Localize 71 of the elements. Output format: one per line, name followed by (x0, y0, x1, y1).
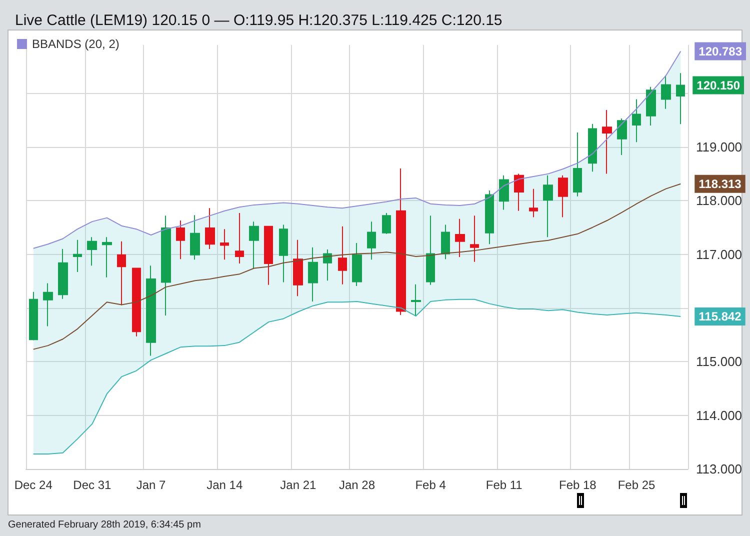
candlestick (161, 215, 171, 316)
candlestick (646, 86, 656, 126)
x-tick-label: Jan 28 (338, 478, 376, 492)
candlestick (543, 174, 553, 238)
candlestick (323, 248, 332, 282)
candlestick (426, 215, 435, 286)
y-tick-label: 114.000 (696, 408, 742, 423)
candlestick (588, 123, 597, 172)
candlestick (499, 174, 509, 210)
x-tick-label: Jan 14 (206, 478, 243, 492)
candlestick (352, 242, 362, 286)
candlestick (264, 225, 273, 286)
candlestick (411, 284, 421, 317)
candlestick (441, 224, 450, 260)
candlestick (514, 173, 524, 212)
candlestick (58, 248, 68, 300)
candlestick (676, 72, 685, 125)
candlestick (529, 188, 538, 218)
data-label: 120.783 (698, 44, 742, 58)
y-tick-label: 115.000 (696, 354, 742, 370)
candlestick (617, 118, 627, 156)
candlestick (382, 212, 391, 234)
candlestick (73, 239, 82, 273)
candlestick (470, 215, 479, 262)
candlestick (338, 226, 347, 285)
x-tick-label: Feb 25 (618, 478, 656, 492)
y-tick-label: 117.000 (696, 246, 742, 262)
candlestick (146, 265, 156, 356)
text: Generated February 28th 2019, 6:34:45 pm (8, 520, 201, 530)
x-tick-label: Dec 24 (14, 478, 53, 492)
data-label: 118.313 (698, 176, 742, 191)
candlestick (190, 214, 200, 260)
candlestick (661, 75, 671, 110)
candlestick (132, 267, 141, 337)
candlestick (573, 132, 582, 197)
x-tick-label: Jan 7 (136, 478, 166, 492)
x-tick-label: Jan 21 (280, 478, 316, 492)
x-tick-label: Feb 18 (558, 478, 597, 492)
candlestick (176, 220, 185, 260)
candlestick (602, 109, 612, 174)
candlestick (367, 221, 376, 260)
y-tick-label: 119.000 (696, 139, 742, 154)
x-tick-label: Feb 4 (415, 478, 446, 492)
candlestick (558, 174, 568, 218)
candlestick (396, 168, 406, 316)
line-series (32, 183, 682, 350)
candlestick (205, 208, 215, 250)
y-tick-label: 118.000 (696, 193, 742, 208)
candlestick (249, 221, 259, 270)
candlestick (485, 190, 494, 245)
candlestick (220, 228, 229, 260)
candlestick (43, 282, 53, 327)
text: 120.150 (696, 78, 740, 92)
candlestick (455, 218, 465, 258)
candlestick (87, 236, 97, 266)
candlestick (117, 240, 126, 306)
chart-title: Live Cattle (LEM19) 120.15 0 — O:119.95 H:120.375 L:119.425 C:120.15 (15, 12, 502, 29)
x-tick-label: Dec 31 (73, 478, 112, 492)
candlestick (293, 239, 303, 297)
candlestick (102, 236, 112, 278)
candlestick (235, 212, 244, 264)
line-series (32, 298, 682, 454)
y-tick-label: 113.000 (696, 462, 742, 476)
legend-label: BBANDS (20, 2) (32, 37, 120, 51)
candlestick (632, 98, 641, 143)
candlestick (279, 224, 288, 283)
candlestick (308, 246, 318, 302)
data-label: 115.842 (698, 309, 742, 324)
candlestick (29, 291, 38, 341)
line-series (32, 50, 682, 249)
x-tick-label: Feb 11 (486, 478, 523, 492)
